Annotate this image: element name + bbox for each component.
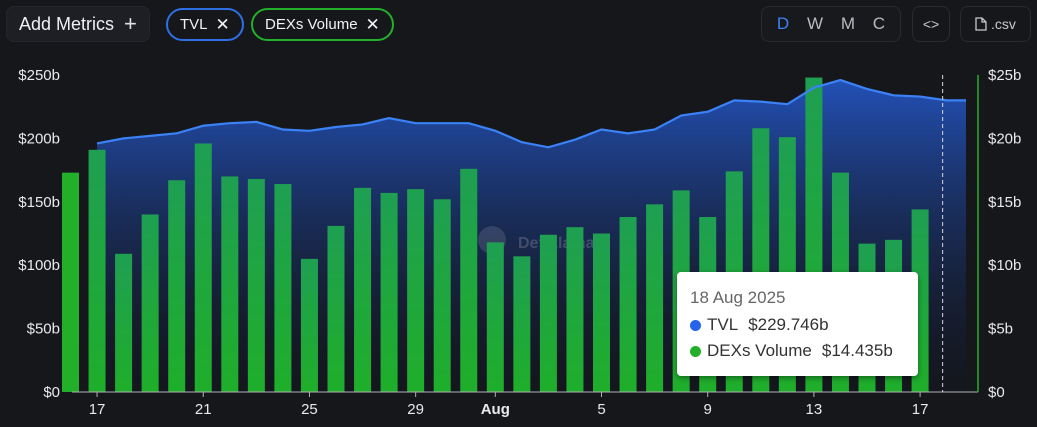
csv-label: .csv bbox=[991, 16, 1016, 32]
add-metrics-label: Add Metrics bbox=[19, 13, 115, 34]
x-tick-label: 21 bbox=[195, 401, 212, 418]
x-tick-label: 17 bbox=[912, 401, 929, 418]
dex-volume-bar bbox=[327, 225, 345, 392]
y-right-tick-label: $25b bbox=[988, 67, 1021, 84]
period-month[interactable]: M bbox=[840, 14, 855, 33]
y-left-tick-label: $100b bbox=[18, 257, 60, 274]
plus-icon: + bbox=[124, 11, 137, 36]
dex-volume-bar bbox=[460, 168, 478, 392]
x-tick-label: 9 bbox=[704, 401, 712, 418]
dex-volume-bar bbox=[168, 180, 186, 392]
chart-toolbar: Add Metrics + TVL ✕ DEXs Volume ✕ D W M … bbox=[0, 0, 1037, 50]
tooltip-series-name: DEXs Volume bbox=[707, 341, 812, 360]
metric-chip-label: DEXs Volume bbox=[265, 16, 358, 33]
tooltip-row-tvl: TVL $229.746b bbox=[690, 315, 905, 335]
dex-volume-bar bbox=[539, 234, 557, 392]
x-tick-label: 13 bbox=[806, 401, 823, 418]
dex-volume-bar bbox=[566, 227, 584, 392]
x-tick-label: 25 bbox=[301, 401, 318, 418]
metric-chip-tvl[interactable]: TVL ✕ bbox=[166, 8, 244, 41]
tooltip-series-name: TVL bbox=[707, 315, 739, 334]
tooltip-series-value: $14.435b bbox=[821, 341, 893, 360]
x-tick-label: Aug bbox=[481, 401, 510, 418]
dex-volume-bar bbox=[433, 199, 451, 392]
dex-volume-bar bbox=[380, 192, 398, 392]
dex-volume-bar bbox=[88, 149, 106, 392]
dex-volume-bar bbox=[300, 258, 318, 392]
tooltip-date: 18 Aug 2025 bbox=[690, 288, 786, 307]
dex-volume-bar bbox=[247, 178, 265, 392]
dex-volume-bar bbox=[194, 143, 212, 392]
y-right-tick-label: $5b bbox=[988, 321, 1013, 338]
dex-volume-bar bbox=[619, 217, 637, 392]
y-right-tick-label: $0 bbox=[988, 384, 1005, 401]
tvl-dot-icon bbox=[690, 319, 701, 331]
dex-volume-bar bbox=[486, 242, 504, 392]
y-left-tick-label: $50b bbox=[27, 321, 60, 338]
tooltip-series-value: $229.746b bbox=[748, 315, 829, 334]
dex-volume-bar bbox=[274, 184, 292, 392]
add-metrics-button[interactable]: Add Metrics + bbox=[6, 6, 150, 42]
chart-tooltip: 18 Aug 2025 TVL $229.746b DEXs Volume $1… bbox=[677, 272, 918, 376]
x-tick-label: 5 bbox=[597, 401, 605, 418]
dex-dot-icon bbox=[690, 345, 701, 357]
dex-volume-bar bbox=[115, 253, 133, 392]
dex-volume-bar bbox=[646, 204, 664, 392]
y-left-tick-label: $150b bbox=[18, 194, 60, 211]
close-icon[interactable]: ✕ bbox=[365, 15, 380, 34]
dex-volume-bar bbox=[141, 214, 159, 392]
metric-chip-dex-volume[interactable]: DEXs Volume ✕ bbox=[251, 8, 394, 41]
download-csv-button[interactable]: .csv bbox=[960, 6, 1031, 42]
period-week[interactable]: W bbox=[806, 14, 824, 33]
dex-volume-bar bbox=[354, 187, 372, 392]
metric-chip-label: TVL bbox=[180, 16, 208, 33]
y-left-tick-label: $0 bbox=[43, 384, 60, 401]
x-tick-label: 17 bbox=[89, 401, 106, 418]
y-left-tick-label: $200b bbox=[18, 130, 60, 147]
x-tick-label: 29 bbox=[407, 401, 424, 418]
tvl-line bbox=[96, 78, 966, 149]
period-cumulative[interactable]: C bbox=[872, 14, 886, 33]
period-selector: D W M C bbox=[761, 6, 901, 42]
y-right-tick-label: $20b bbox=[988, 130, 1021, 147]
chart-area: DefiLlama$0$50b$100b$150b$200b$250b$0$5b… bbox=[18, 67, 1021, 418]
close-icon[interactable]: ✕ bbox=[215, 15, 230, 34]
y-left-tick-label: $250b bbox=[18, 67, 60, 84]
file-icon bbox=[975, 17, 987, 31]
embed-button[interactable]: <> bbox=[912, 6, 950, 42]
y-right-tick-label: $10b bbox=[988, 257, 1021, 274]
period-day[interactable]: D bbox=[776, 14, 790, 33]
dex-volume-bar bbox=[62, 172, 79, 392]
code-icon: <> bbox=[922, 16, 940, 32]
dex-volume-bar bbox=[221, 176, 239, 392]
tooltip-row-dex: DEXs Volume $14.435b bbox=[690, 341, 905, 361]
dex-volume-bar bbox=[593, 233, 610, 392]
y-right-tick-label: $15b bbox=[988, 194, 1021, 211]
dex-volume-bar bbox=[407, 189, 425, 392]
dex-volume-bar bbox=[513, 256, 531, 392]
